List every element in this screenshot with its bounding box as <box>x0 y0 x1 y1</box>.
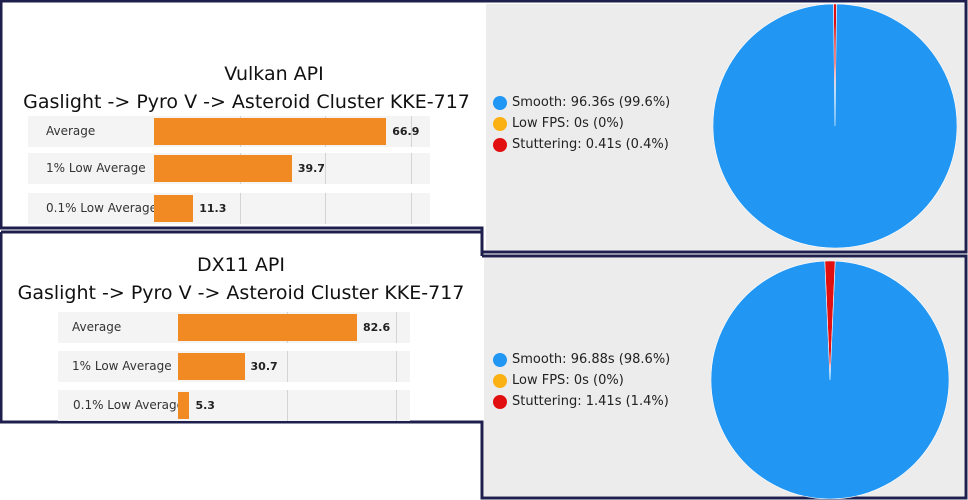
bar <box>154 118 387 145</box>
legend-name: Low FPS <box>512 116 566 131</box>
chart-title-block-dx11: DX11 API Gaslight -> Pyro V -> Asteroid … <box>0 252 482 306</box>
gridline <box>396 351 397 382</box>
legend-name: Smooth <box>512 352 563 367</box>
smooth-dot-icon <box>493 352 507 367</box>
legend-name: Smooth <box>512 95 563 110</box>
legend-item-stuttering: Stuttering: 0.41s (0.4%) <box>493 134 670 155</box>
legend-item-low-fps: Low FPS: 0s (0%) <box>493 370 670 391</box>
pie-chart-vulkan <box>713 4 957 248</box>
bar-value-label: 5.3 <box>195 398 215 412</box>
chart-subtitle: Gaslight -> Pyro V -> Asteroid Cluster K… <box>17 282 465 304</box>
category-label: 0.1% Low Average <box>46 200 158 215</box>
stuttering-dot-icon <box>493 394 507 409</box>
stuttering-dot-icon <box>493 137 507 152</box>
gridline <box>411 153 412 184</box>
legend-value: 96.36s (99.6%) <box>570 95 671 110</box>
gridline <box>396 390 397 421</box>
gridline <box>396 312 397 343</box>
legend-name: Low FPS <box>512 373 566 388</box>
bar <box>178 314 357 341</box>
pie-slice-smooth <box>711 261 949 499</box>
category-label: 1% Low Average <box>46 160 146 175</box>
gridline <box>325 193 326 224</box>
smooth-dot-icon <box>493 95 507 110</box>
pie-legend-dx11: Smooth: 96.88s (98.6%) Low FPS: 0s (0%) … <box>493 349 670 412</box>
pie-slice-smooth <box>713 4 957 248</box>
bar-value-label: 30.7 <box>250 359 278 373</box>
low-fps-dot-icon <box>493 116 507 131</box>
gridline <box>287 351 288 382</box>
legend-name: Stuttering <box>512 394 578 409</box>
bar-row <box>58 390 410 421</box>
chart-title-block-vulkan: Vulkan API Gaslight -> Pyro V -> Asteroi… <box>4 61 544 115</box>
legend-value: 1.41s (1.4%) <box>585 394 669 409</box>
bar <box>154 195 194 222</box>
legend-name: Stuttering <box>512 137 578 152</box>
category-label: 0.1% Low Average <box>73 397 185 412</box>
pie-legend-vulkan: Smooth: 96.36s (99.6%) Low FPS: 0s (0%) … <box>493 92 670 155</box>
legend-value: 0.41s (0.4%) <box>585 137 669 152</box>
bar-row <box>28 193 430 224</box>
bar-value-label: 11.3 <box>199 201 227 215</box>
bar <box>178 392 190 419</box>
bar-value-label: 39.7 <box>297 161 325 175</box>
legend-value: 0s (0%) <box>573 373 624 388</box>
gridline <box>240 193 241 224</box>
chart-title: Vulkan API <box>224 63 324 85</box>
category-label: Average <box>72 319 122 334</box>
bar-chart-vulkan: Average 66.9 1% Low Average 39.7 0.1% Low Av… <box>0 0 482 228</box>
bar-value-label: 82.6 <box>362 320 391 334</box>
chart-title: DX11 API <box>197 254 285 276</box>
legend-item-smooth: Smooth: 96.36s (99.6%) <box>493 92 670 113</box>
gridline <box>411 193 412 224</box>
chart-subtitle: Gaslight -> Pyro V -> Asteroid Cluster K… <box>23 91 470 113</box>
pie-chart-dx11 <box>711 261 949 499</box>
gridline <box>287 390 288 421</box>
bar <box>154 155 292 182</box>
category-label: 1% Low Average <box>72 358 172 373</box>
category-label: Average <box>46 123 96 138</box>
bar <box>178 353 245 380</box>
legend-value: 0s (0%) <box>573 116 624 131</box>
gridline <box>325 153 326 184</box>
legend-value: 96.88s (98.6%) <box>570 352 671 367</box>
legend-item-stuttering: Stuttering: 1.41s (1.4%) <box>493 391 670 412</box>
gridline <box>411 116 412 147</box>
legend-item-smooth: Smooth: 96.88s (98.6%) <box>493 349 670 370</box>
legend-item-low-fps: Low FPS: 0s (0%) <box>493 113 670 134</box>
bar-chart-dx11: Average 82.6 1% Low Average 30.7 0.1% Low Av… <box>0 0 482 422</box>
low-fps-dot-icon <box>493 373 507 388</box>
bar-value-label: 66.9 <box>392 124 420 138</box>
